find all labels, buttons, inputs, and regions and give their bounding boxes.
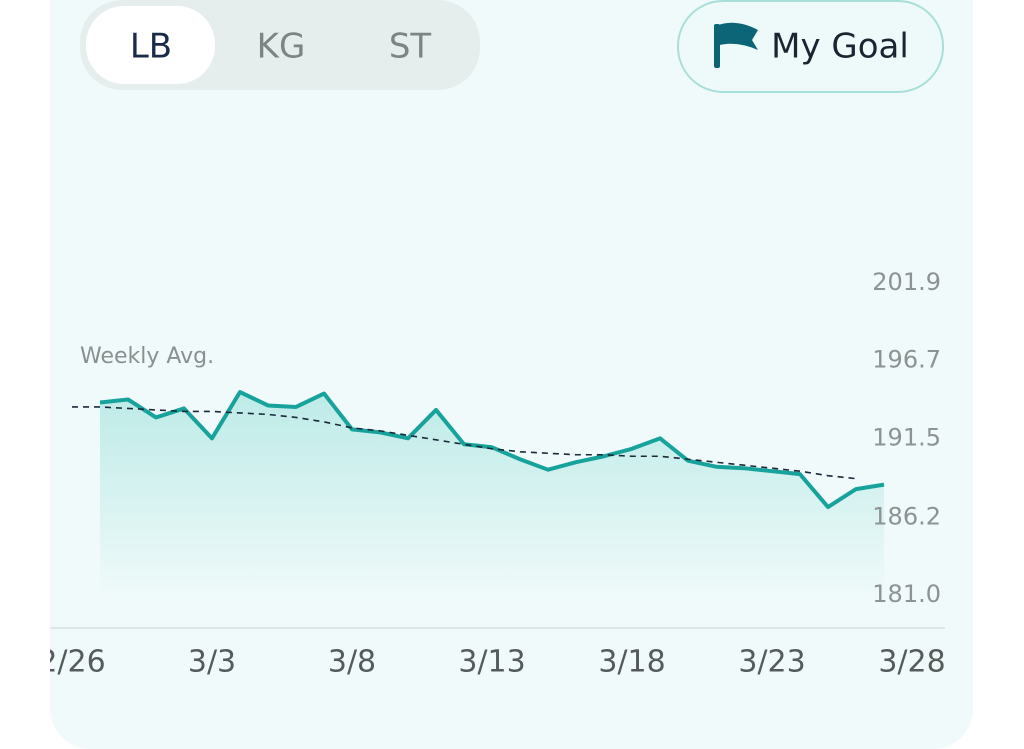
y-tick-label: 201.9 [872, 268, 941, 296]
unit-st[interactable]: ST [389, 27, 432, 67]
x-tick-label: 3/23 [738, 645, 805, 680]
plot: 2/26 3/3 3/8 3/13 3/18 3/23 3/28 [38, 390, 946, 680]
y-tick-label: 186.2 [872, 502, 941, 530]
unit-lb[interactable]: LB [130, 27, 172, 67]
y-tick-label: 181.0 [872, 580, 941, 608]
goal-label[interactable]: My Goal [771, 27, 909, 67]
unit-selected[interactable] [86, 6, 215, 84]
x-tick-label: 2/26 [38, 645, 105, 680]
x-tick-label: 3/3 [188, 645, 236, 680]
flag-icon [714, 22, 758, 68]
x-tick-label: 3/18 [598, 645, 665, 680]
unit-kg[interactable]: KG [257, 27, 306, 67]
x-tick-label: 3/28 [878, 645, 945, 680]
y-tick-label: 191.5 [872, 423, 941, 451]
x-tick-label: 3/8 [328, 645, 376, 680]
x-tick-label: 3/13 [458, 645, 525, 680]
weight-line [99, 390, 885, 510]
goal-button[interactable] [677, 0, 944, 93]
area [100, 392, 884, 600]
weekly-avg-label: Weekly Avg. [80, 344, 214, 369]
y-tick-label: 196.7 [872, 346, 941, 374]
card [50, 0, 973, 749]
